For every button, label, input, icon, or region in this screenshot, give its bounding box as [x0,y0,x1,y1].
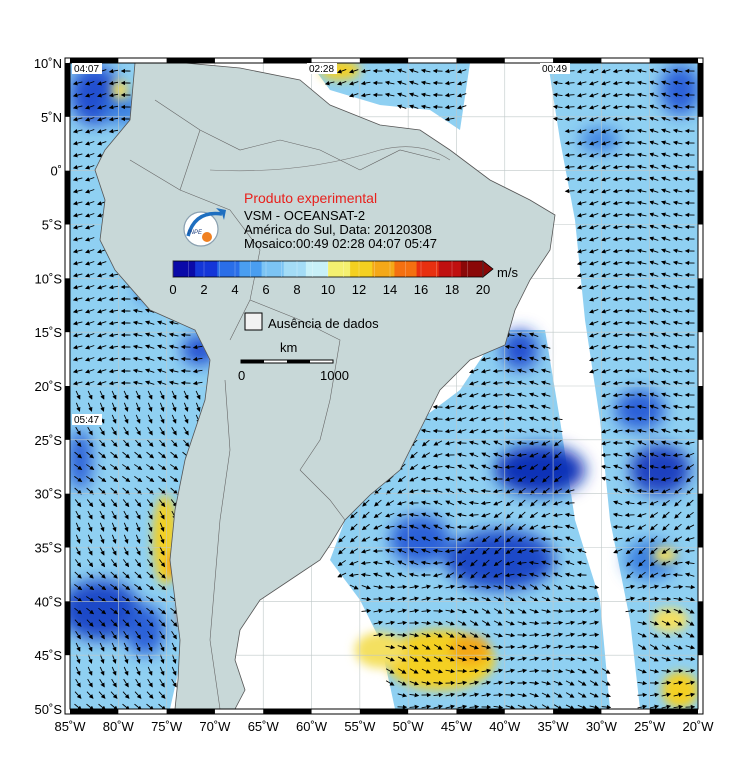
colorbar-tick: 14 [383,282,397,297]
pass-time-west-north: 04:07 [74,64,99,75]
pass-time-east-north: 00:49 [542,64,567,75]
colorbar-swatch [261,261,285,277]
lon-label: 45˚W [441,719,473,734]
svg-text:INPE: INPE [188,230,203,236]
colorbar-swatch [328,261,351,277]
lat-label: 30˚S [35,487,63,502]
lat-label: 5˚N [41,110,62,125]
pass-time-west-south: 05:47 [74,415,99,426]
lon-label: 35˚W [538,719,570,734]
svg-text:0: 0 [238,368,245,383]
colorbar-swatch [438,261,462,277]
colorbar-tick: 10 [321,282,335,297]
wind-arrows [72,68,696,709]
colorbar-swatch [460,261,484,277]
lat-label: 50˚S [35,702,63,717]
lon-label: 40˚W [489,719,521,734]
lat-label: 15˚S [35,325,63,340]
colorbar-tick: 4 [231,282,238,297]
svg-text:km: km [280,340,297,355]
lon-label: 25˚W [634,719,666,734]
svg-text:1000: 1000 [320,368,349,383]
lon-label: 65˚W [248,719,280,734]
colorbar-swatch [305,261,329,277]
longitude-labels: 85˚W 80˚W 75˚W 70˚W 65˚W 60˚W 55˚W 50˚W 45˚W 40˚W… [54,719,714,734]
lat-label: 40˚S [35,594,63,609]
colorbar-tick: 8 [293,282,300,297]
colorbar [172,260,494,278]
lon-label: 20˚W [682,719,714,734]
latitude-labels: 10˚N 5˚N 0˚ 5˚S 10˚S 15˚S 20˚S 25˚S 30˚S 35˚S 40˚S… [34,56,63,717]
experimental-title: Produto experimental [244,190,377,206]
scale-bar: km 0 1000 [238,340,349,383]
lat-label: 0˚ [50,164,62,179]
colorbar-swatch [416,261,440,277]
no-data-label: Ausência de dados [268,316,379,331]
lon-label: 75˚W [151,719,183,734]
colorbar-tick: 12 [352,282,366,297]
colorbar-tick: 0 [169,282,176,297]
colorbar-swatch [195,261,218,277]
lon-label: 55˚W [344,719,376,734]
pass-time-center-north: 02:28 [309,64,334,75]
lat-label: 45˚S [35,648,63,663]
colorbar-swatch [394,261,418,277]
lon-label: 70˚W [199,719,231,734]
lon-label: 50˚W [393,719,425,734]
region-date: América do Sul, Data: 20120308 [244,222,432,237]
lat-label: 20˚S [35,379,63,394]
colorbar-tick: 6 [262,282,269,297]
colorbar-tick: 18 [445,282,459,297]
lat-label: 10˚N [34,56,62,71]
mosaic-times: Mosaico:00:49 02:28 04:07 05:47 [244,236,437,251]
colorbar-swatch [239,261,263,277]
lon-label: 80˚W [103,719,135,734]
lat-label: 10˚S [35,271,63,286]
lat-label: 5˚S [42,218,63,233]
sensor-name: VSM - OCEANSAT-2 [244,208,365,223]
colorbar-tick: 20 [476,282,490,297]
inpe-logo: INPE [183,208,226,247]
colorbar-tick: 2 [200,282,207,297]
lat-label: 35˚S [35,541,63,556]
colorbar-tick: 16 [414,282,428,297]
no-data-swatch [244,312,263,331]
map-frame [64,57,704,715]
lat-label: 25˚S [35,433,63,448]
colorbar-swatch [350,261,373,277]
lon-label: 30˚W [586,719,618,734]
colorbar-tick-labels: 0 2 4 6 8 10 12 14 16 18 20 [169,282,490,297]
lon-label: 85˚W [54,719,86,734]
country-borders [129,99,441,709]
colorbar-swatch [217,261,240,277]
colorbar-swatch [283,261,307,277]
colorbar-swatch [372,261,395,277]
colorbar-unit: m/s [497,265,518,280]
lon-label: 60˚W [296,719,328,734]
colorbar-swatch [173,261,196,277]
